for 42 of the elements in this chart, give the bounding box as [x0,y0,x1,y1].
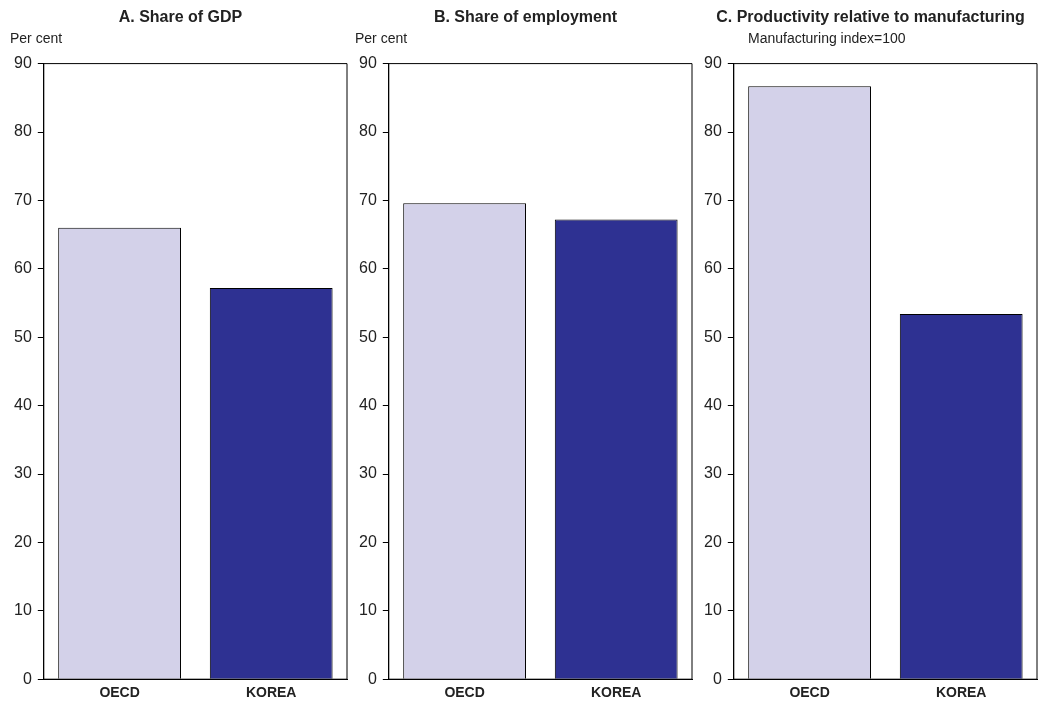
y-tick-label: 90 [14,54,32,72]
y-tick-label: 10 [14,601,32,619]
y-axis-title: Per cent [355,30,408,46]
x-tick-label: KOREA [590,684,642,701]
y-tick-label: 0 [712,669,722,687]
y-tick-label: 90 [359,54,377,72]
y-tick-label: 80 [704,122,722,140]
y-tick-label: 20 [704,532,722,550]
x-tick-label: OECD [444,684,485,701]
y-tick-label: 60 [14,259,32,277]
x-tick-label: OECD [99,684,140,701]
y-tick-label: 80 [14,122,32,140]
y-tick-label: 50 [359,327,377,345]
y-tick-label: 60 [704,259,722,277]
y-tick-label: 40 [359,396,377,414]
y-tick-label: 90 [704,54,722,72]
x-tick-label: KOREA [245,684,297,701]
y-tick-label: 60 [359,259,377,277]
y-tick-label: 50 [14,327,32,345]
y-tick-label: 20 [359,532,377,550]
chart-title: C. Productivity relative to manufacturing [715,8,1026,26]
y-tick-label: 20 [14,532,32,550]
x-tick-label: KOREA [935,684,987,701]
y-tick-label: 80 [359,122,377,140]
y-axis-title: Manufacturing index=100 [748,30,906,46]
y-tick-label: 30 [359,464,377,482]
y-tick-label: 0 [367,669,377,687]
chart-title: A. Share of GDP [117,8,244,26]
y-tick-label: 0 [22,669,32,687]
y-tick-label: 10 [359,601,377,619]
y-tick-label: 40 [14,396,32,414]
y-tick-label: 30 [704,464,722,482]
y-tick-label: 70 [14,190,32,208]
y-tick-label: 40 [704,396,722,414]
y-axis-title: Per cent [10,30,63,46]
chart-title: B. Share of employment [432,8,619,26]
y-tick-label: 70 [704,190,722,208]
y-tick-label: 10 [704,601,722,619]
y-tick-label: 50 [704,327,722,345]
x-tick-label: OECD [789,684,830,701]
y-tick-label: 30 [14,464,32,482]
y-tick-label: 70 [359,190,377,208]
